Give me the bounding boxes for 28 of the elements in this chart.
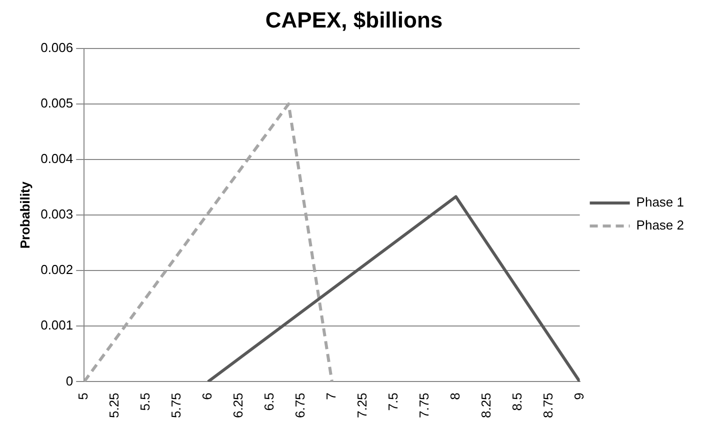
y-tick-label: 0.006	[40, 40, 74, 55]
x-tick-label: 6.25	[230, 392, 246, 418]
x-tick-label: 6	[200, 392, 215, 400]
y-tick-label: 0.002	[40, 262, 74, 278]
legend-label: Phase 2	[636, 218, 684, 233]
x-tick-label: 5.5	[138, 392, 153, 411]
x-tick-label: 8.75	[540, 392, 556, 418]
y-tick-label: 0.004	[40, 151, 74, 166]
y-tick-label: 0.001	[40, 318, 74, 333]
x-tick-label: 8	[447, 392, 462, 400]
x-tick-label: 5.75	[168, 392, 184, 418]
chart-title: CAPEX, $billions	[265, 7, 443, 32]
x-tick-label: 6.75	[292, 392, 308, 418]
y-tick-label: 0	[66, 373, 74, 388]
x-tick-label: 7.25	[354, 392, 370, 418]
y-axis-title: Probability	[17, 180, 32, 249]
x-tick-label: 5	[76, 392, 91, 400]
x-tick-label: 9	[571, 392, 586, 400]
x-tick-label: 7.5	[386, 392, 400, 411]
y-tick-label: 0.005	[40, 96, 74, 111]
x-tick-label: 6.5	[262, 392, 277, 411]
x-tick-label: 7	[324, 392, 339, 400]
x-tick-label: 8.25	[478, 392, 494, 418]
y-tick-label: 0.003	[40, 206, 74, 222]
x-tick-label: 7.75	[416, 392, 432, 418]
legend-label: Phase 1	[636, 194, 684, 210]
x-tick-label: 8.5	[509, 392, 524, 411]
x-tick-label: 5.25	[106, 392, 122, 418]
